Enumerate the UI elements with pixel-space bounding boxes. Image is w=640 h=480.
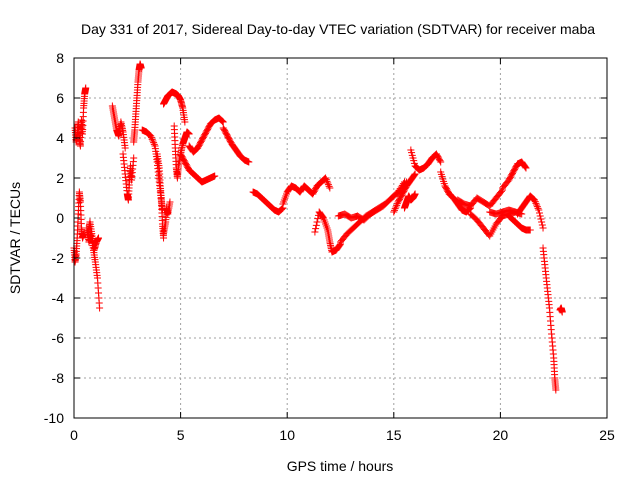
data-point [312, 221, 320, 229]
data-point [391, 205, 399, 213]
data-point [82, 84, 90, 92]
data-point [218, 117, 226, 125]
data-point [278, 205, 286, 213]
data-point [552, 386, 560, 394]
data-point [393, 200, 401, 208]
x-axis-label: GPS time / hours [287, 458, 394, 474]
x-tick-label: 20 [493, 427, 509, 443]
x-tick-label: 5 [177, 427, 185, 443]
data-point [322, 176, 330, 184]
data-point [390, 208, 398, 216]
x-tick-label: 25 [599, 427, 615, 443]
data-point [137, 64, 145, 72]
data-point [526, 226, 534, 234]
data-point [538, 221, 546, 229]
data-point [535, 206, 543, 214]
data-point [393, 201, 401, 209]
data-point [314, 215, 322, 223]
data-point [245, 158, 253, 166]
data-point [535, 209, 543, 217]
data-point [536, 212, 544, 220]
plot-frame [73, 57, 608, 419]
y-tick-label: 8 [56, 50, 64, 66]
x-tick-label: 15 [386, 427, 402, 443]
data-point [150, 140, 158, 148]
y-tick-label: 6 [56, 90, 64, 106]
data-point [150, 139, 158, 147]
axis-ticks [73, 57, 608, 419]
x-tick-label: 0 [70, 427, 78, 443]
y-axis-label: SDTVAR / TECUs [7, 182, 23, 294]
data-point [313, 218, 321, 226]
x-tick-label: 10 [279, 427, 295, 443]
y-tick-labels: -10 -8 -6 -4 -2 0 2 4 6 8 [44, 50, 64, 426]
data-point [533, 203, 541, 211]
data-point [534, 204, 542, 212]
data-point [278, 205, 286, 213]
data-point [336, 241, 344, 249]
y-tick-label: -10 [44, 410, 64, 426]
data-point [323, 177, 331, 185]
data-point [436, 157, 444, 165]
data-point [211, 172, 219, 180]
data-point [312, 225, 320, 233]
data-point [219, 117, 227, 125]
y-tick-label: 2 [56, 170, 64, 186]
data-point [319, 213, 327, 221]
data-point [539, 224, 547, 232]
data-point [166, 198, 174, 206]
y-tick-label: -8 [52, 370, 65, 386]
data-point [324, 179, 332, 187]
data-point [95, 234, 103, 242]
data-point [324, 181, 332, 189]
data-point [219, 118, 227, 126]
data-point [149, 137, 157, 145]
data-point [130, 154, 138, 162]
data-point [181, 118, 189, 126]
data-point [531, 198, 539, 206]
chart-title: Day 331 of 2017, Sidereal Day-to-day VTE… [81, 21, 595, 37]
data-point [326, 184, 334, 192]
y-tick-label: -4 [52, 290, 65, 306]
data-point [147, 134, 155, 142]
data-point [392, 203, 400, 211]
data-point [437, 158, 445, 166]
data-point [532, 199, 540, 207]
data-point [537, 215, 545, 223]
x-tick-labels: 0 5 10 15 20 25 [70, 427, 615, 443]
data-point [411, 190, 419, 198]
data-point [322, 174, 330, 182]
data-point [121, 144, 129, 152]
y-tick-label: 4 [56, 130, 64, 146]
data-point [325, 182, 333, 190]
data-point [148, 135, 156, 143]
y-tick-label: -2 [52, 250, 65, 266]
data-point [391, 206, 399, 214]
data-point [185, 130, 193, 138]
data-point [311, 228, 319, 236]
data-point [96, 304, 104, 312]
data-point [538, 218, 546, 226]
data-point [497, 187, 505, 195]
y-tick-label: 0 [56, 210, 64, 226]
data-point [521, 163, 529, 171]
data-point [522, 164, 530, 172]
data-point [558, 308, 566, 316]
data-point [533, 201, 541, 209]
data-point [531, 196, 539, 204]
data-point [410, 171, 418, 179]
y-tick-label: -6 [52, 330, 65, 346]
data-point [147, 132, 155, 140]
data-point [411, 170, 419, 178]
data-point [158, 206, 166, 214]
